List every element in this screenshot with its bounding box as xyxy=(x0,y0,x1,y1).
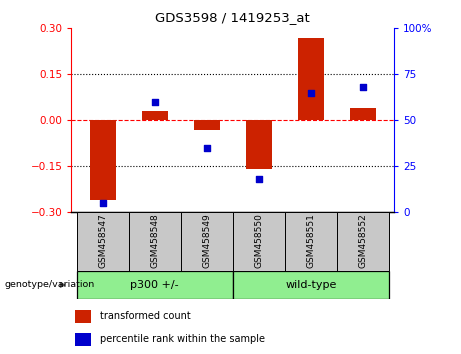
Point xyxy=(255,176,262,182)
Bar xyxy=(90,120,116,200)
Bar xyxy=(337,212,389,271)
Text: GSM458547: GSM458547 xyxy=(98,213,107,268)
Point xyxy=(203,145,211,151)
Bar xyxy=(75,310,91,323)
Text: p300 +/-: p300 +/- xyxy=(130,280,179,290)
Bar xyxy=(246,120,272,170)
Point xyxy=(99,200,106,206)
Text: GSM458548: GSM458548 xyxy=(150,213,159,268)
Point xyxy=(359,84,366,90)
Point xyxy=(307,90,314,96)
Text: genotype/variation: genotype/variation xyxy=(5,280,95,290)
Bar xyxy=(75,333,91,346)
Title: GDS3598 / 1419253_at: GDS3598 / 1419253_at xyxy=(155,11,310,24)
Text: GSM458552: GSM458552 xyxy=(358,213,367,268)
Bar xyxy=(181,212,233,271)
Bar xyxy=(350,108,376,120)
Bar xyxy=(77,271,233,299)
Bar xyxy=(129,212,181,271)
Text: wild-type: wild-type xyxy=(285,280,337,290)
Text: transformed count: transformed count xyxy=(100,312,191,321)
Text: GSM458550: GSM458550 xyxy=(254,213,263,268)
Text: percentile rank within the sample: percentile rank within the sample xyxy=(100,335,266,344)
Text: GSM458549: GSM458549 xyxy=(202,213,211,268)
Bar xyxy=(142,111,168,120)
Bar xyxy=(194,120,220,130)
Bar xyxy=(233,271,389,299)
Bar xyxy=(298,38,324,120)
Bar xyxy=(233,212,285,271)
Point xyxy=(151,99,159,105)
Bar xyxy=(285,212,337,271)
Bar xyxy=(77,212,129,271)
Text: GSM458551: GSM458551 xyxy=(307,213,315,268)
